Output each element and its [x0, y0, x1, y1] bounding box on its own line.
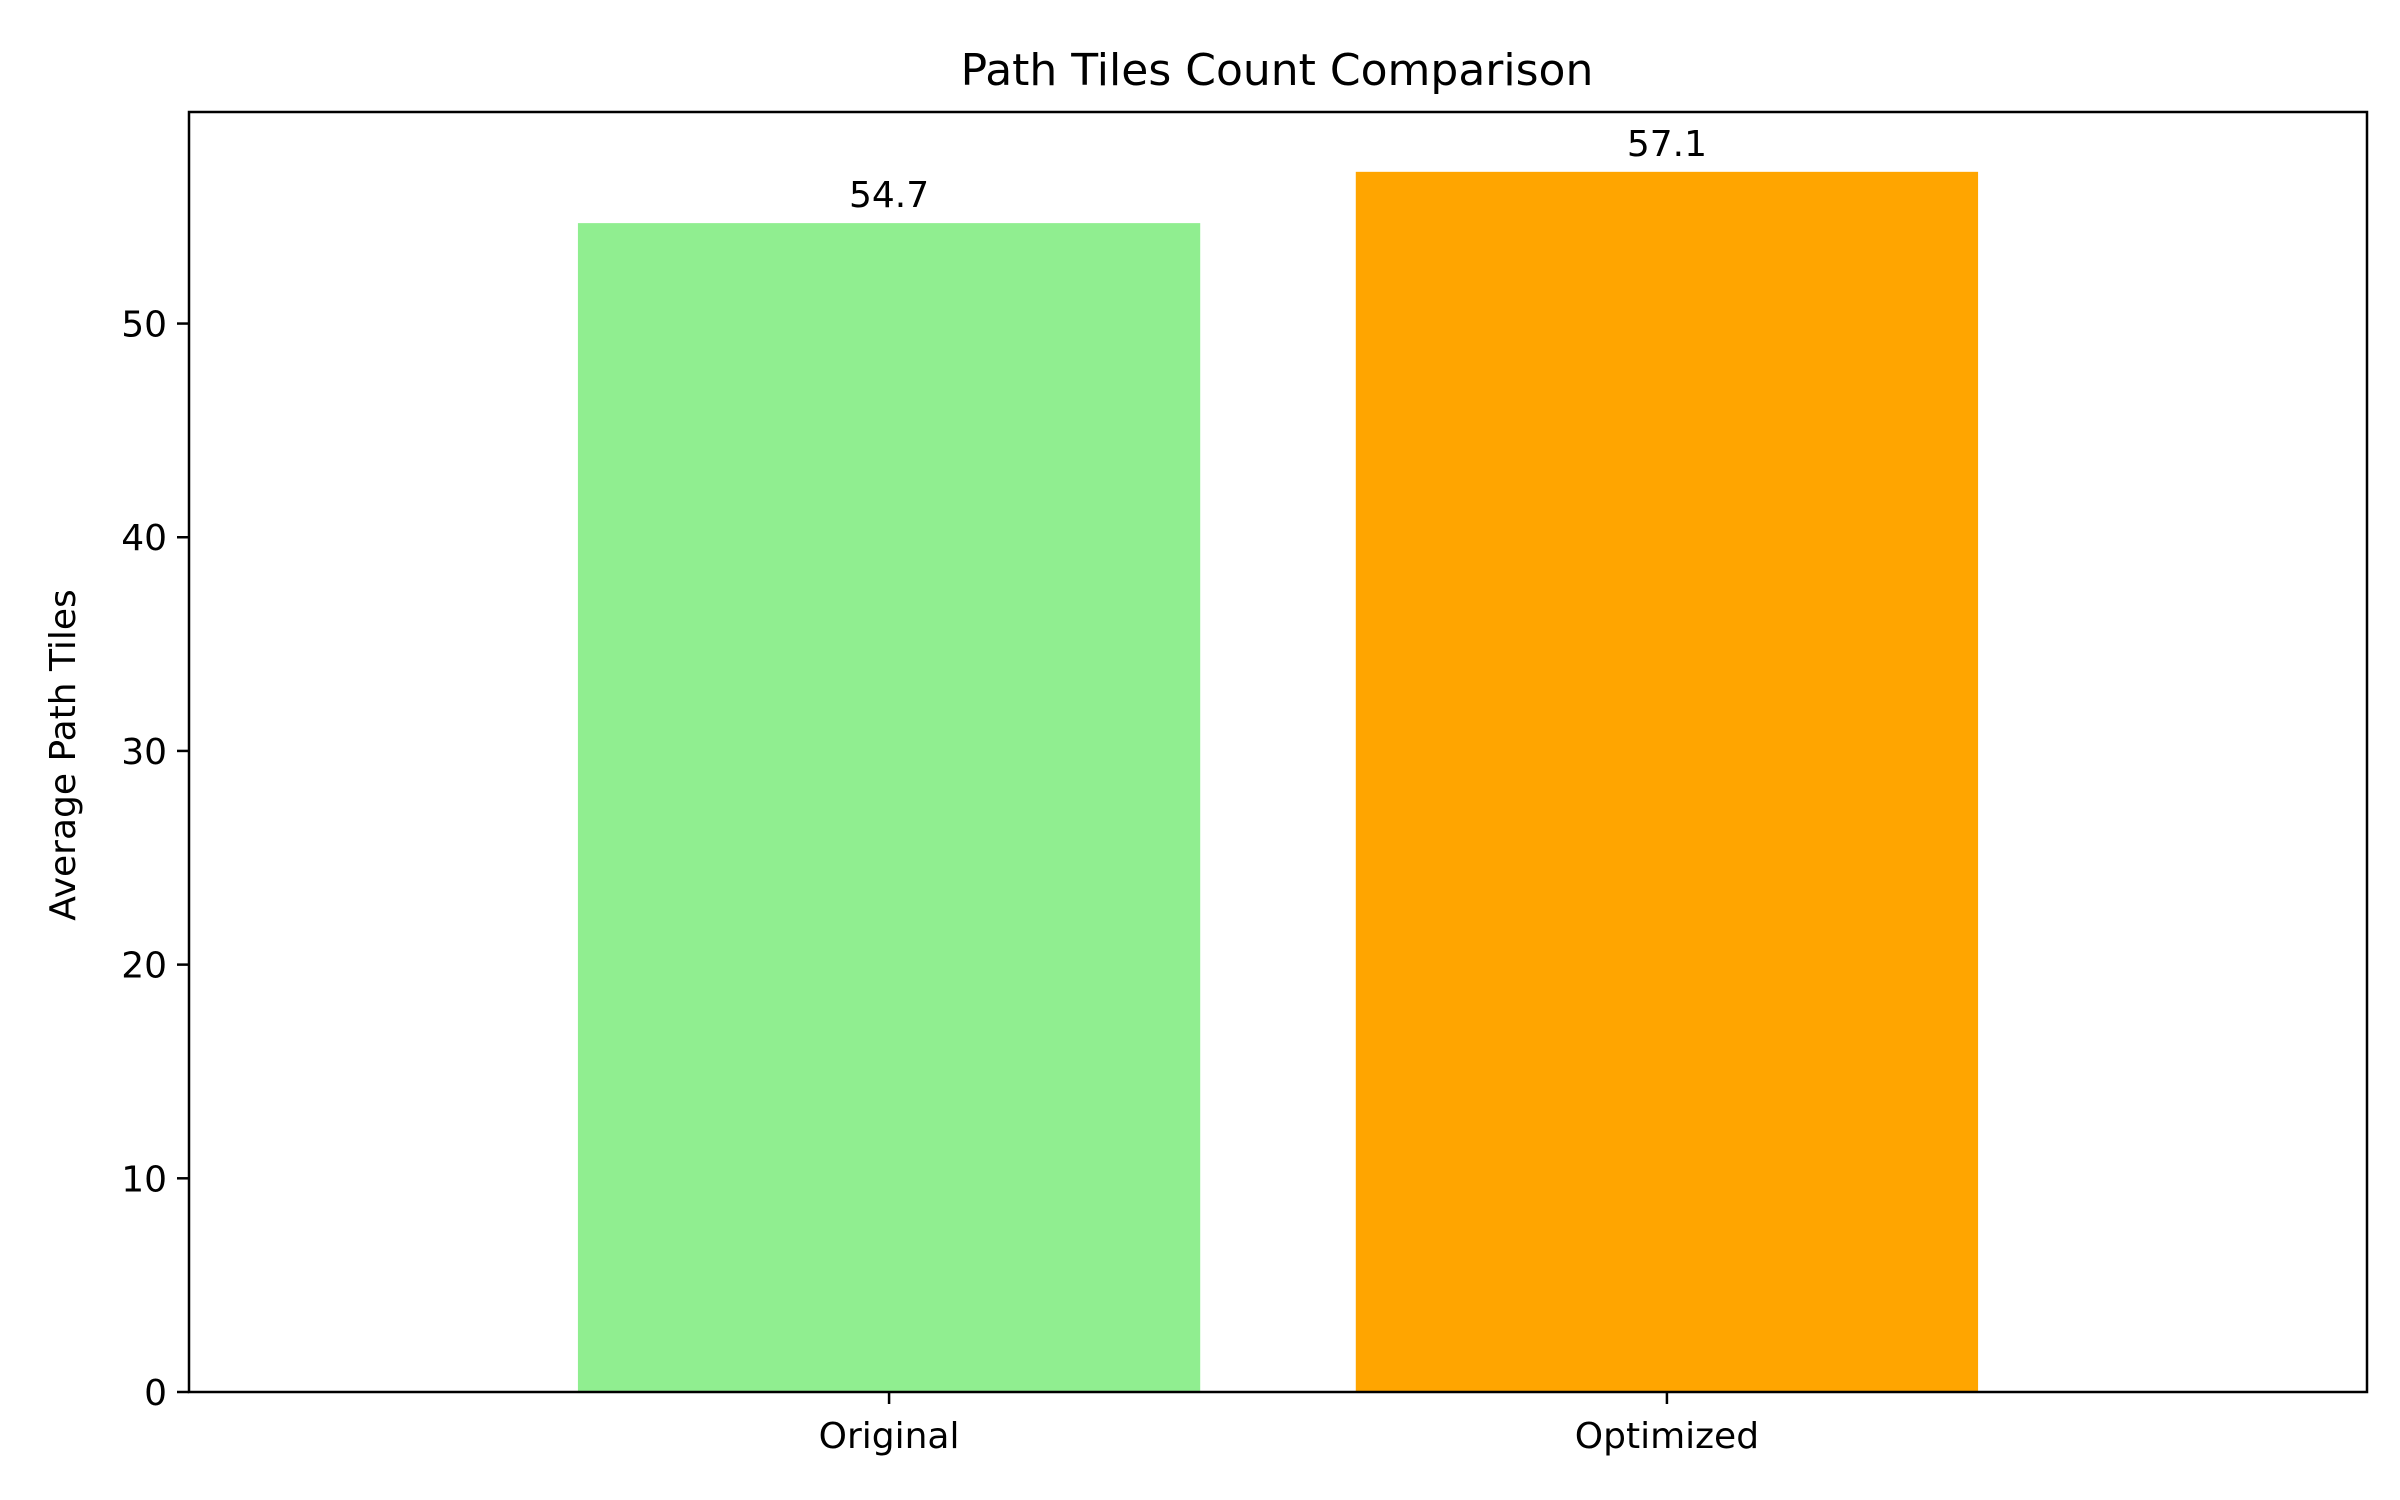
x-axis-ticks: Original Optimized: [819, 1392, 1759, 1457]
y-tick-label-0: 0: [144, 1373, 167, 1414]
bar-original: [577, 223, 1201, 1392]
y-axis-label: Average Path Tiles: [43, 589, 84, 921]
y-tick-label-20: 20: [121, 946, 167, 987]
x-tick-label-original: Original: [819, 1416, 960, 1457]
plot-frame: [187, 110, 2369, 1394]
y-tick-label-30: 30: [121, 732, 167, 773]
bars-layer: [577, 171, 1979, 1393]
y-tick-label-10: 10: [121, 1159, 167, 1200]
x-tick-label-optimized: Optimized: [1575, 1416, 1759, 1457]
chart-title: Path Tiles Count Comparison: [961, 45, 1594, 96]
bar-optimized: [1355, 171, 1979, 1393]
data-label-optimized: 57.1: [1627, 124, 1707, 165]
y-tick-label-50: 50: [121, 305, 167, 346]
y-axis-ticks: 0 10 20 30 40 50: [121, 305, 189, 1414]
data-labels: 54.7 57.1: [849, 124, 1707, 216]
y-tick-label-40: 40: [121, 518, 167, 559]
data-label-original: 54.7: [849, 175, 929, 216]
